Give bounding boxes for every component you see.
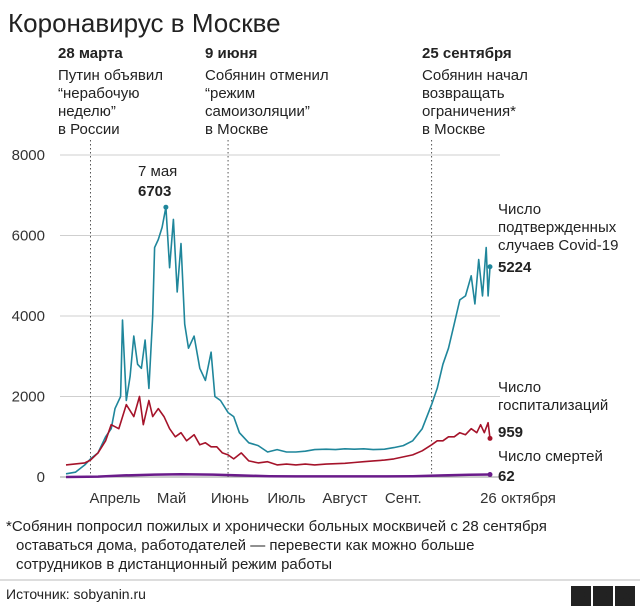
annotation-text: возвращать	[422, 85, 505, 102]
x-tick-label: Июль	[267, 490, 305, 507]
annotation-text: “нерабочую	[58, 85, 139, 102]
bbc-logo-letter: B	[598, 588, 608, 604]
y-tick-label: 8000	[12, 147, 45, 164]
x-tick-label: Июнь	[211, 490, 249, 507]
annotation-date: 25 сентября	[422, 45, 512, 62]
x-tick-label: Апрель	[90, 490, 141, 507]
footnote-line: сотрудников в дистанционный режим работы	[16, 556, 332, 573]
annotation-text: в Москве	[422, 121, 485, 138]
cases-label: случаев Covid-19	[498, 237, 618, 254]
series-end-point	[487, 435, 493, 441]
peak-value: 6703	[138, 183, 171, 200]
annotation-date: 9 июня	[205, 45, 257, 62]
annotation-text: неделю”	[58, 103, 116, 120]
annotation-text: самоизоляции”	[205, 103, 310, 120]
cases-label: Число	[498, 201, 541, 218]
y-tick-label: 4000	[12, 308, 45, 325]
source-text: Источник: sobyanin.ru	[6, 586, 146, 602]
x-tick-label: Май	[157, 490, 186, 507]
y-tick-label: 0	[37, 469, 45, 486]
x-tick-label: 26 октября	[480, 490, 556, 507]
cases-label: подтвержденных	[498, 219, 617, 236]
footnote-line: *Собянин попросил пожилых и хронически б…	[6, 518, 547, 535]
hospitalizations-line	[65, 395, 491, 466]
peak-point	[163, 204, 169, 210]
y-tick-label: 2000	[12, 389, 45, 406]
bbc-logo-block	[571, 586, 591, 606]
annotation-text: Путин объявил	[58, 67, 163, 84]
cases-value: 5224	[498, 259, 532, 276]
deaths-label: Число смертей	[498, 448, 603, 465]
x-tick-label: Сент.	[385, 490, 422, 507]
hospitalizations-value: 959	[498, 424, 523, 441]
series-end-point	[487, 472, 493, 478]
footnote-line: оставаться дома, работодателей — перевес…	[16, 537, 474, 554]
peak-label: 7 мая	[138, 163, 177, 180]
annotation-text: в России	[58, 121, 120, 138]
annotation-text: “режим	[205, 85, 255, 102]
chart-title: Коронавирус в Москве	[8, 8, 281, 38]
bbc-logo-block	[593, 586, 613, 606]
deaths-value: 62	[498, 468, 515, 485]
annotation-text: Собянин начал	[422, 67, 528, 84]
y-tick-label: 6000	[12, 228, 45, 245]
x-tick-label: Август	[322, 490, 367, 507]
deaths-line	[65, 472, 491, 479]
bbc-logo-letter: B	[576, 588, 586, 604]
bbc-logo-block	[615, 586, 635, 606]
hospitalizations-label: Число	[498, 379, 541, 396]
series-end-point	[487, 264, 493, 270]
annotation-text: в Москве	[205, 121, 268, 138]
cases-line	[65, 206, 491, 475]
annotation-text: ограничения*	[422, 103, 516, 120]
annotation-date: 28 марта	[58, 45, 123, 62]
hospitalizations-label: госпитализаций	[498, 397, 608, 414]
bbc-logo-letter: C	[620, 588, 630, 604]
annotation-text: Собянин отменил	[205, 67, 329, 84]
